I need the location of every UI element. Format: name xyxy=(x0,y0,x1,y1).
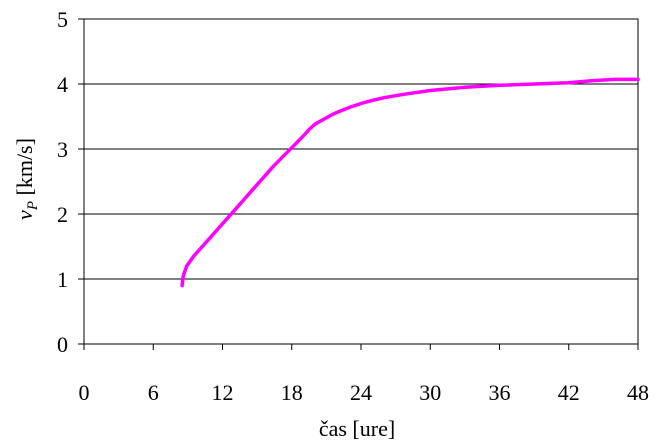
y-tick-label-0: 0 xyxy=(57,332,68,357)
gridlines xyxy=(84,83,638,280)
x-tick-label-36: 36 xyxy=(489,380,511,405)
y-axis-label: vP [km/s] xyxy=(12,138,41,220)
x-tick-label-30: 30 xyxy=(419,380,441,405)
series-line-0 xyxy=(180,77,640,288)
x-tick-label-12: 12 xyxy=(212,380,234,405)
y-axis-label-unit: [km/s] xyxy=(12,138,37,201)
y-tick-label-2: 2 xyxy=(57,202,68,227)
x-axis: 0 6 12 18 24 30 36 42 48 xyxy=(79,344,649,405)
x-tick-label-48: 48 xyxy=(627,380,649,405)
x-tick-label-6: 6 xyxy=(148,380,159,405)
plot-area-frame xyxy=(83,18,639,345)
x-tick-label-18: 18 xyxy=(281,380,303,405)
y-tick-label-4: 4 xyxy=(57,72,68,97)
y-axis-label-subscript: P xyxy=(25,201,41,211)
x-tick-label-0: 0 xyxy=(79,380,90,405)
x-tick-label-42: 42 xyxy=(558,380,580,405)
series-layer xyxy=(180,77,640,288)
y-axis-label-main: v xyxy=(12,210,37,220)
x-axis-label: čas [ure] xyxy=(319,416,395,441)
y-tick-label-1: 1 xyxy=(57,267,68,292)
x-tick-label-24: 24 xyxy=(350,380,372,405)
y-tick-label-5: 5 xyxy=(57,7,68,32)
y-tick-label-3: 3 xyxy=(57,137,68,162)
y-axis: 0 1 2 3 4 5 xyxy=(57,7,84,357)
